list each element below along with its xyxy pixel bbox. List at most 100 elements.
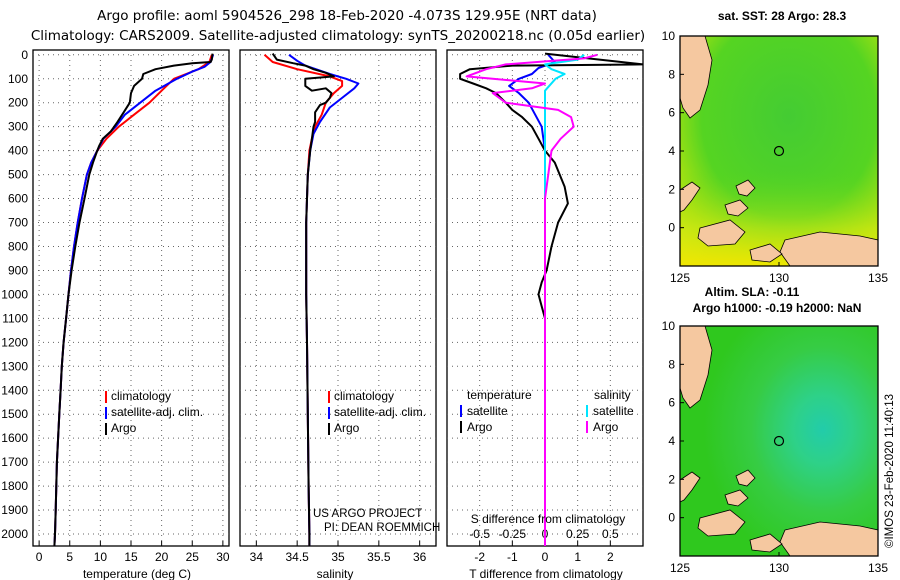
depth-tick-label: 1600: [1, 431, 28, 445]
map-lat-tick-label: 8: [668, 67, 675, 81]
island-landmass: [724, 199, 749, 217]
depth-tick-label: 500: [8, 168, 28, 182]
mindanao-landmass: [679, 35, 713, 119]
depth-tick-label: 1100: [2, 311, 28, 325]
legend-label-climatology: climatology: [334, 389, 394, 403]
s-difference-tick-label: 0.25: [566, 527, 590, 541]
s-difference-tick-label: 0.5: [602, 527, 619, 541]
sla-map-title: Altim. SLA: -0.11: [705, 285, 800, 299]
series-salinity-argo: [465, 53, 598, 546]
map-lon-tick-label: 130: [769, 561, 789, 575]
legend-label-t-satellite: satellite: [467, 404, 508, 418]
map-lat-tick-label: 6: [668, 396, 675, 410]
legend-label-satellite: satellite-adj. clim.: [334, 405, 426, 419]
legend-label-s-argo: Argo: [593, 420, 619, 434]
x-tick-label: 2: [607, 550, 614, 564]
depth-tick-label: 1300: [1, 359, 28, 373]
depth-tick-label: 1800: [1, 479, 28, 493]
sla-land: [679, 325, 879, 557]
x-tick-label: 5: [66, 550, 73, 564]
map-lat-tick-label: 4: [668, 144, 675, 158]
sla-map: Altim. SLA: -0.11 Argo h1000: -0.19 h200…: [662, 285, 889, 575]
difference-panel: -2 -1 0 1 2 -0.5 -0.25 0 0.25 0.5 T difference f…: [446, 49, 644, 580]
temperature-axis-label: temperature (deg C): [83, 567, 191, 580]
mindanao-landmass: [679, 325, 713, 409]
salinity-axis-label: salinity: [317, 567, 354, 580]
depth-tick-label: 1400: [1, 383, 28, 397]
depth-tick-label: 300: [8, 120, 28, 134]
argo-position-marker: [773, 145, 785, 157]
pi-note: PI: DEAN ROEMMICH: [324, 522, 440, 534]
depth-tick-label: 1200: [1, 335, 28, 349]
depth-tick-label: 1500: [1, 407, 28, 421]
x-tick-label: -2: [474, 550, 485, 564]
series-climatology: [53, 54, 213, 546]
depth-tick-label: 1000: [1, 287, 28, 301]
salinity-legend: climatology satellite-adj. clim. Argo: [328, 389, 426, 435]
salinity-series: [263, 53, 360, 546]
island-landmass: [749, 243, 783, 263]
difference-legend: temperature satellite Argo salinity sate…: [460, 388, 634, 434]
depth-tick-label: 100: [8, 72, 28, 86]
legend-label-argo: Argo: [111, 421, 137, 435]
x-tick-label: 1: [574, 550, 581, 564]
depth-tick-label: 200: [8, 96, 28, 110]
depth-tick-label: 2000: [1, 527, 28, 541]
salinity-panel-frame: [239, 49, 437, 547]
series-temperature-argo: [459, 52, 643, 546]
t-difference-axis-label: T difference from climatology: [469, 567, 623, 580]
temperature-panel: 0100200300400500600700800900100011001200…: [1, 48, 230, 580]
legend-title-temperature: temperature: [467, 388, 532, 402]
x-tick-label: 15: [124, 550, 138, 564]
salinity-tick-labels: 34 34.5 35 35.5 36: [250, 541, 427, 564]
series-satellite-adj-clim-: [288, 53, 360, 546]
legend-label-s-satellite: satellite: [593, 404, 634, 418]
s-difference-tick-label: -0.5: [469, 527, 490, 541]
legend-label-argo: Argo: [334, 421, 360, 435]
depth-tick-labels: 0 100 200 300 400 500 600 700 800 900 1000 1100 1200…: [1, 48, 28, 541]
seram-landmass: [697, 219, 746, 247]
map-lat-tick-label: 6: [668, 106, 675, 120]
x-tick-label: 25: [186, 550, 200, 564]
map-lon-tick-label: 135: [868, 561, 888, 575]
x-tick-label: 35.5: [367, 550, 391, 564]
halmahera-landmass: [735, 469, 756, 487]
x-tick-label: 34.5: [285, 550, 309, 564]
title-line-2: Climatology: CARS2009. Satellite-adjuste…: [31, 28, 645, 44]
temperature-series: [53, 53, 215, 546]
project-note: US ARGO PROJECT: [313, 508, 422, 520]
map-lat-tick-label: 10: [662, 319, 676, 333]
salinity-panel: 34 34.5 35 35.5 36 salinity climatology sate…: [239, 49, 440, 580]
sla-map-tick-labels: 125 130 135 0 2 4 6 8 10: [662, 319, 889, 575]
depth-tick-label: 700: [8, 216, 28, 230]
temperature-tick-labels: 0 5 10 15 20 25 30: [36, 541, 230, 564]
x-tick-label: 0: [36, 550, 43, 564]
title-line-1: Argo profile: aoml 5904526_298 18-Feb-20…: [97, 8, 597, 24]
sla-map-subtitle: Argo h1000: -0.19 h2000: NaN: [693, 301, 862, 315]
depth-tick-label: 900: [8, 263, 28, 277]
depth-tick-label: 800: [8, 239, 28, 253]
depth-tick-label: 400: [8, 144, 28, 158]
x-tick-label: 20: [155, 550, 169, 564]
x-tick-label: 10: [94, 550, 108, 564]
temperature-legend: climatology satellite-adj. clim. Argo: [105, 389, 203, 435]
map-lat-tick-label: 2: [668, 472, 675, 486]
x-tick-label: -1: [507, 550, 518, 564]
s-difference-axis-label: S difference from climatology: [471, 512, 626, 526]
map-lat-tick-label: 0: [668, 511, 675, 525]
series-salinity-satellite: [544, 53, 585, 546]
x-tick-label: 0: [542, 550, 549, 564]
series-climatology: [263, 54, 344, 546]
x-tick-label: 36: [413, 550, 427, 564]
legend-label-satellite: satellite-adj. clim.: [111, 405, 203, 419]
sst-map: sat. SST: 28 Argo: 28.3 125 130 135 0 2 4 6 8 10: [662, 9, 889, 285]
s-difference-tick-label: -0.25: [499, 527, 527, 541]
map-lat-tick-label: 2: [668, 182, 675, 196]
map-lat-tick-label: 8: [668, 357, 675, 371]
halmahera-landmass: [735, 179, 756, 197]
island-landmass: [749, 533, 783, 553]
salinity-grid: [240, 50, 436, 546]
depth-tick-label: 1700: [1, 455, 28, 469]
map-lon-tick-label: 125: [670, 271, 690, 285]
map-lat-tick-label: 4: [668, 434, 675, 448]
